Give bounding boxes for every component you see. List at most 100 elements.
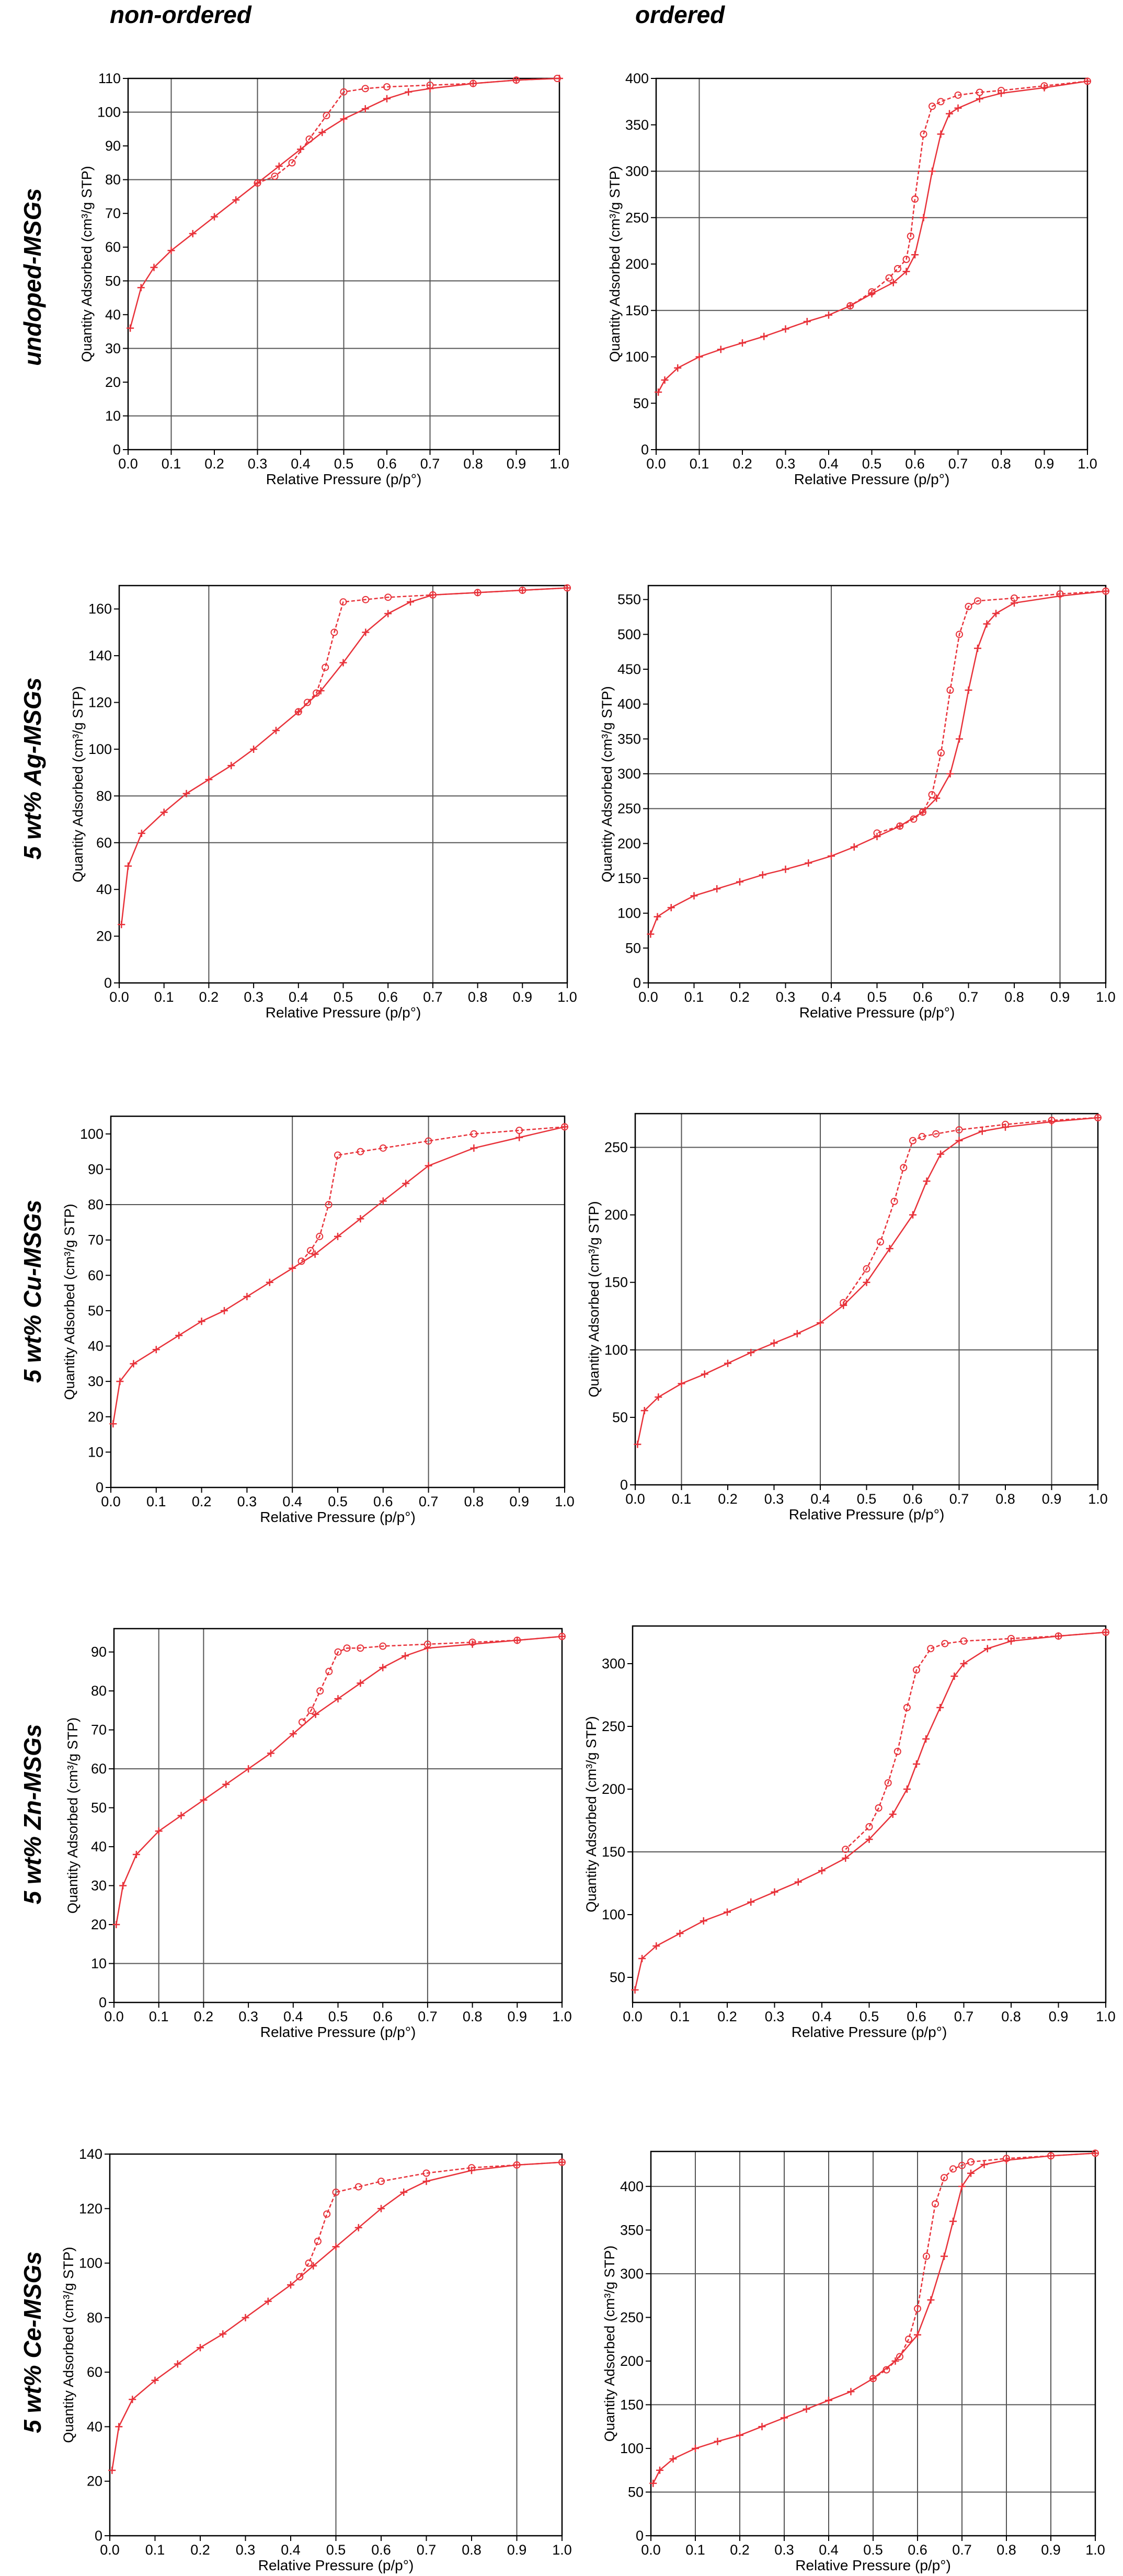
- data-point-adsorption: [828, 852, 835, 860]
- data-point-desorption: [254, 179, 261, 187]
- data-point-adsorption: [690, 892, 698, 900]
- data-point-adsorption: [869, 2375, 877, 2383]
- data-point-adsorption: [676, 1930, 684, 1937]
- data-point-adsorption: [978, 1127, 986, 1135]
- y-tick-label: 200: [620, 2353, 644, 2369]
- data-point-adsorption: [174, 2360, 181, 2368]
- data-point-adsorption: [747, 1348, 755, 1356]
- data-point-desorption: [923, 2252, 930, 2260]
- y-tick-label: 150: [602, 1844, 625, 1860]
- x-tick-label: 0.6: [908, 2542, 927, 2558]
- y-tick-label: 30: [88, 1373, 104, 1389]
- x-tick-label: 0.5: [862, 456, 882, 472]
- x-tick-label: 0.9: [1042, 1491, 1062, 1507]
- y-tick-label: 40: [105, 307, 121, 323]
- x-tick-label: 1.0: [549, 456, 569, 472]
- data-point-desorption: [330, 628, 338, 636]
- data-point-adsorption: [379, 1664, 387, 1671]
- data-point-adsorption: [793, 1330, 801, 1337]
- x-tick-label: 0.7: [949, 1491, 969, 1507]
- data-point-adsorption: [151, 2376, 159, 2384]
- data-point-adsorption: [958, 2182, 966, 2190]
- data-point-adsorption: [655, 1393, 662, 1401]
- x-axis-label: Relative Pressure (p/p°): [795, 2557, 951, 2573]
- data-point-adsorption: [129, 2396, 136, 2403]
- y-tick-label: 350: [617, 731, 641, 747]
- data-point-adsorption: [334, 1695, 342, 1703]
- y-axis-label: Quantity Adsorbed (cm³/g STP): [65, 1718, 81, 1914]
- data-point-desorption: [305, 135, 313, 143]
- data-point-adsorption: [889, 279, 897, 287]
- y-tick-label: 20: [105, 374, 121, 390]
- data-point-adsorption: [936, 1704, 944, 1711]
- y-tick-label: 50: [105, 273, 121, 289]
- data-point-desorption: [1011, 594, 1018, 602]
- data-point-adsorption: [950, 1673, 958, 1680]
- x-axis-label: Relative Pressure (p/p°): [266, 1004, 421, 1021]
- y-tick-label: 100: [602, 1907, 625, 1922]
- data-point-desorption: [1007, 1635, 1015, 1642]
- data-point-adsorption: [781, 2414, 788, 2422]
- x-tick-label: 0.6: [905, 456, 925, 472]
- x-tick-label: 0.3: [774, 2542, 794, 2558]
- data-point-adsorption: [678, 1380, 685, 1388]
- data-point-adsorption: [724, 1359, 731, 1367]
- data-point-desorption: [840, 1299, 847, 1307]
- y-tick-label: 30: [105, 340, 121, 356]
- series-line-desorption: [301, 1126, 565, 1262]
- data-point-adsorption: [736, 878, 743, 886]
- x-tick-label: 0.8: [462, 2542, 482, 2558]
- x-tick-label: 0.4: [810, 1491, 830, 1507]
- x-tick-label: 0.0: [104, 2009, 124, 2024]
- data-point-adsorption: [922, 1735, 930, 1743]
- y-tick-label: 0: [641, 442, 649, 457]
- data-point-adsorption: [652, 1942, 660, 1950]
- data-point-desorption: [294, 708, 302, 716]
- x-tick-label: 0.3: [238, 2009, 258, 2024]
- data-point-desorption: [354, 2183, 362, 2191]
- y-tick-label: 250: [625, 210, 649, 225]
- x-axis-label: Relative Pressure (p/p°): [266, 471, 422, 487]
- data-point-desorption: [468, 1639, 476, 1646]
- data-point-desorption: [297, 1257, 305, 1265]
- data-point-desorption: [920, 130, 927, 138]
- data-point-desorption: [1102, 1629, 1109, 1636]
- data-point-adsorption: [189, 230, 197, 237]
- x-tick-label: 0.8: [1004, 989, 1024, 1005]
- data-point-adsorption: [667, 904, 675, 911]
- data-point-desorption: [325, 1667, 333, 1675]
- data-point-desorption: [842, 1846, 850, 1853]
- y-tick-label: 50: [610, 1970, 625, 1985]
- data-point-adsorption: [115, 2423, 123, 2431]
- data-point-desorption: [1055, 1632, 1062, 1640]
- x-tick-label: 0.1: [685, 2542, 705, 2558]
- data-point-adsorption: [818, 1867, 826, 1874]
- data-point-adsorption: [896, 822, 904, 830]
- data-point-desorption: [949, 2165, 957, 2173]
- x-tick-label: 1.0: [557, 989, 577, 1005]
- data-point-adsorption: [116, 1378, 124, 1386]
- y-tick-label: 250: [617, 801, 641, 817]
- data-point-desorption: [322, 663, 329, 671]
- data-point-adsorption: [669, 2455, 677, 2463]
- x-tick-label: 0.2: [730, 2542, 750, 2558]
- data-point-adsorption: [842, 1854, 850, 1862]
- data-point-desorption: [893, 1748, 901, 1755]
- data-point-adsorption: [340, 115, 348, 123]
- data-point-desorption: [316, 1687, 324, 1695]
- chart-ag-nonordered: 0.0 0.1 0.2 0.3 0.4 0.5 0.6 0.7 0.8 0.9 1.0 0 20 40 60…: [70, 584, 577, 1021]
- data-point-desorption: [340, 88, 348, 96]
- data-point-desorption: [955, 1126, 963, 1134]
- data-point-adsorption: [383, 95, 391, 102]
- x-tick-label: 0.5: [857, 1491, 877, 1507]
- data-point-desorption: [303, 699, 311, 706]
- x-tick-label: 0.5: [326, 2542, 346, 2558]
- row-label-ag: 5 wt% Ag-MSGs: [19, 678, 46, 860]
- data-point-adsorption: [654, 913, 661, 921]
- x-tick-label: 1.0: [552, 2009, 572, 2024]
- series-line-desorption: [873, 2153, 1096, 2379]
- y-tick-label: 90: [91, 1644, 107, 1660]
- x-tick-label: 0.2: [717, 2009, 737, 2024]
- data-point-desorption: [515, 1127, 523, 1135]
- data-point-desorption: [332, 2189, 340, 2196]
